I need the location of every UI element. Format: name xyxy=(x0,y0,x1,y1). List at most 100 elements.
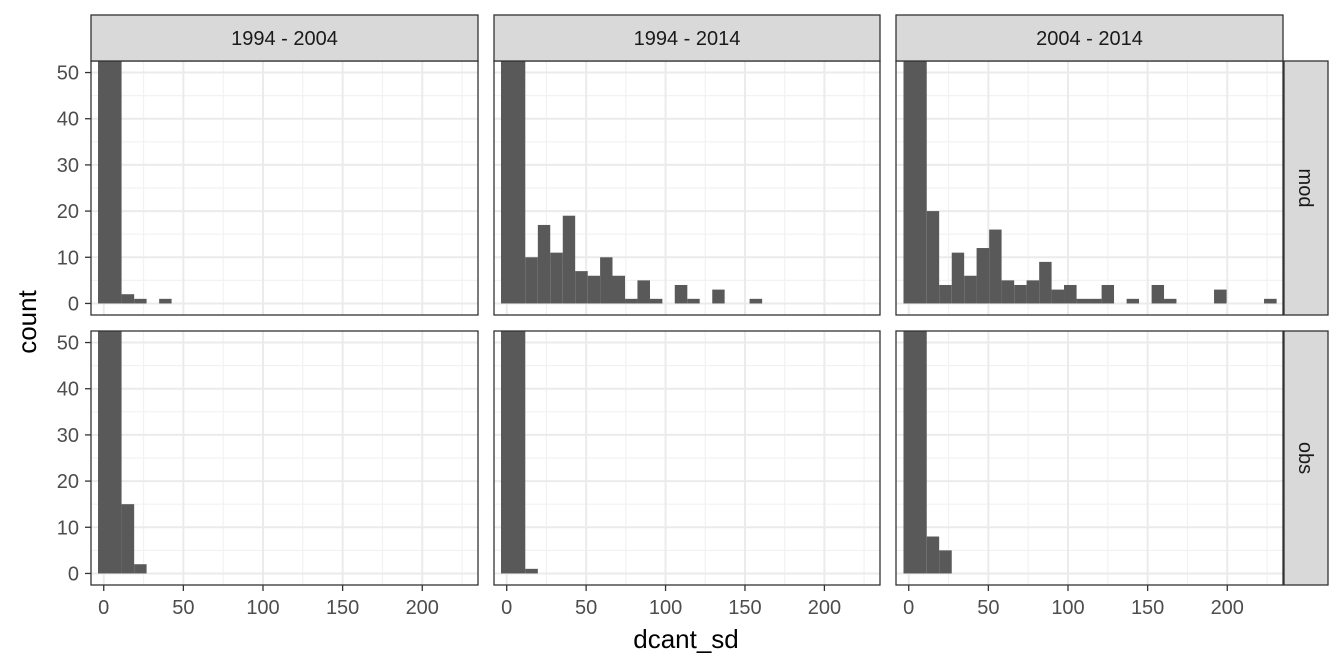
histogram-bar xyxy=(134,298,147,304)
y-tick-label: 20 xyxy=(57,471,79,493)
x-tick-label: 150 xyxy=(326,597,359,619)
column-strip: 1994 - 2014 xyxy=(493,14,881,62)
x-tick-label: 50 xyxy=(977,597,999,619)
row-strip: obs xyxy=(1283,330,1329,586)
histogram-bar xyxy=(121,504,135,574)
histogram-bar xyxy=(964,275,977,304)
x-tick-label: 0 xyxy=(501,597,512,619)
histogram-bar xyxy=(575,271,588,304)
histogram-bar xyxy=(637,280,650,304)
histogram-bar xyxy=(1014,284,1027,304)
histogram-bar xyxy=(674,284,688,304)
row-strip-background xyxy=(1283,330,1329,586)
histogram-bar xyxy=(951,252,965,304)
histogram-bar xyxy=(1089,298,1102,304)
y-tick-label: 0 xyxy=(68,563,79,585)
panel-border xyxy=(895,330,1284,586)
x-tick-label: 100 xyxy=(649,597,682,619)
panel-border xyxy=(493,330,881,586)
histogram-bar xyxy=(1076,298,1090,304)
y-tick-label: 30 xyxy=(57,155,79,177)
column-strip-background xyxy=(90,14,479,62)
histogram-bar xyxy=(525,257,538,304)
histogram-bar xyxy=(1064,284,1077,304)
x-axis-title: dcant_sd xyxy=(633,624,739,654)
histogram-bar xyxy=(1101,284,1115,304)
histogram-bar xyxy=(926,536,940,574)
axes-layer: 1994 - 2004 1994 - 2014 2004 - 2014 mod obs 0… xyxy=(57,14,1329,619)
histogram-bar xyxy=(749,298,763,304)
row-strip: mod xyxy=(1283,60,1329,316)
y-axis-title: count xyxy=(12,289,42,353)
x-tick-label: 100 xyxy=(1051,597,1084,619)
y-tick-label: 10 xyxy=(57,247,79,269)
panels-layer xyxy=(90,60,1284,586)
histogram-bar xyxy=(939,550,952,574)
facet-panel-mod-1 xyxy=(493,60,881,316)
y-tick-label: 40 xyxy=(57,109,79,131)
histogram-bar xyxy=(625,298,638,304)
histogram-bar xyxy=(98,61,122,304)
histogram-bar xyxy=(500,61,526,304)
histogram-bar xyxy=(612,275,626,304)
column-strip-background xyxy=(493,14,881,62)
facet-panel-obs-2 xyxy=(895,330,1284,586)
histogram-bar xyxy=(903,331,927,574)
histogram-bar xyxy=(550,252,563,304)
column-strip-label: 1994 - 2014 xyxy=(634,28,741,50)
histogram-bar xyxy=(903,61,927,304)
facet-panel-mod-2 xyxy=(895,60,1284,316)
histogram-bar xyxy=(1051,289,1065,304)
histogram-bar xyxy=(939,284,952,304)
column-strip: 1994 - 2004 xyxy=(90,14,479,62)
x-tick-label: 0 xyxy=(903,597,914,619)
histogram-bar xyxy=(976,248,990,304)
facet-panel-mod-0 xyxy=(90,60,479,316)
histogram-bar xyxy=(1214,289,1227,304)
row-strip-label: obs xyxy=(1294,442,1316,474)
facet-panel-obs-1 xyxy=(493,330,881,586)
facet-panel-obs-0 xyxy=(90,330,479,586)
histogram-bar xyxy=(562,215,576,304)
histogram-bar xyxy=(1039,261,1052,304)
row-strip-background xyxy=(1283,60,1329,316)
y-tick-label: 10 xyxy=(57,517,79,539)
histogram-bar xyxy=(1164,298,1177,304)
column-strip-background xyxy=(895,14,1284,62)
histogram-bar xyxy=(159,298,172,304)
histogram-bar xyxy=(500,331,526,574)
y-tick-label: 30 xyxy=(57,425,79,447)
panel-border xyxy=(90,330,479,586)
column-strip-label: 2004 - 2014 xyxy=(1036,28,1143,50)
x-tick-label: 50 xyxy=(172,597,194,619)
histogram-bar xyxy=(649,298,663,304)
x-tick-label: 200 xyxy=(406,597,439,619)
x-tick-label: 150 xyxy=(1131,597,1164,619)
histogram-bar xyxy=(1126,298,1140,304)
histogram-bar xyxy=(600,257,613,304)
x-tick-label: 150 xyxy=(728,597,761,619)
histogram-bar xyxy=(537,224,551,304)
histogram-bar xyxy=(687,298,700,304)
y-tick-label: 50 xyxy=(57,333,79,355)
x-tick-label: 200 xyxy=(808,597,841,619)
histogram-bar xyxy=(1151,284,1165,304)
histogram-bar xyxy=(989,229,1002,304)
histogram-bar xyxy=(1026,280,1040,304)
x-tick-label: 50 xyxy=(575,597,597,619)
x-tick-label: 0 xyxy=(98,597,109,619)
histogram-bar xyxy=(121,294,135,304)
y-tick-label: 50 xyxy=(57,63,79,85)
histogram-bar xyxy=(98,331,122,574)
y-tick-label: 0 xyxy=(68,293,79,315)
y-tick-label: 40 xyxy=(57,379,79,401)
column-strip-label: 1994 - 2004 xyxy=(231,28,338,50)
histogram-bar xyxy=(712,289,725,304)
histogram-bar xyxy=(1264,298,1277,304)
histogram-bar xyxy=(926,211,940,304)
y-tick-label: 20 xyxy=(57,201,79,223)
histogram-bar xyxy=(587,275,601,304)
column-strip: 2004 - 2014 xyxy=(895,14,1284,62)
x-tick-label: 200 xyxy=(1211,597,1244,619)
